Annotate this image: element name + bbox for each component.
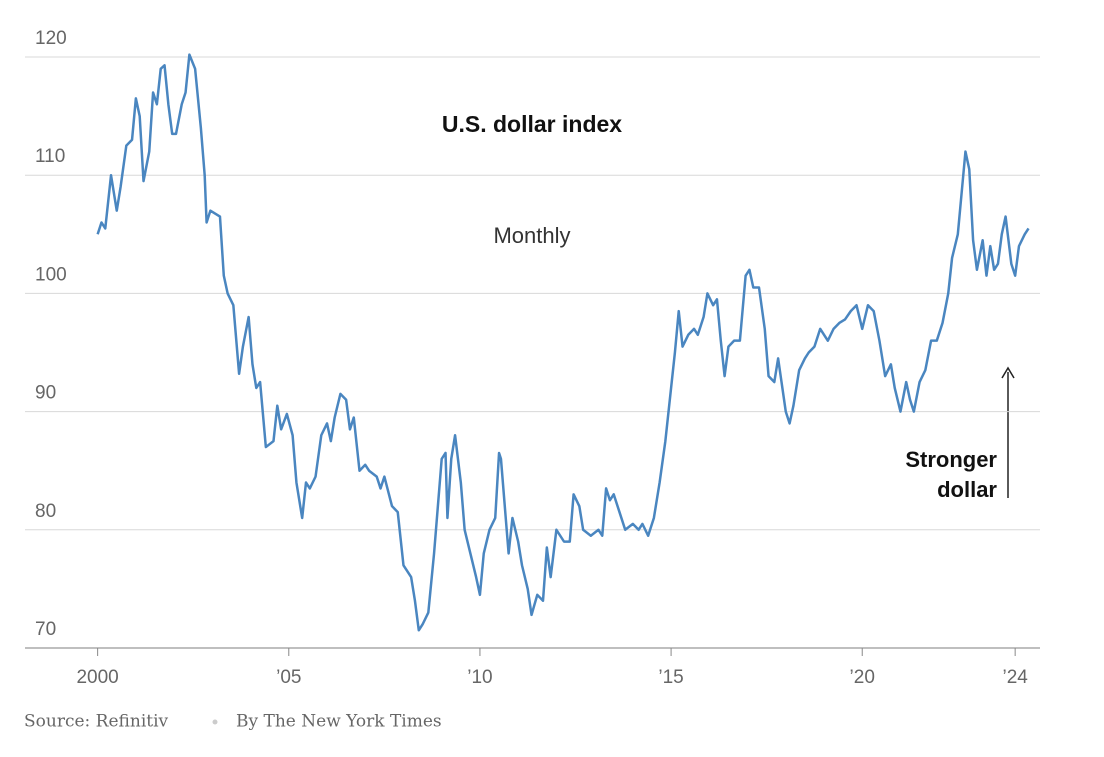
x-tick-label: ’10 (467, 667, 492, 688)
data-line (96, 53, 1030, 632)
x-tick-label: 2000 (76, 667, 118, 688)
x-tick-label: ’15 (658, 667, 683, 688)
arrow-head (1001, 366, 1015, 379)
x-tick-label: ’24 (1002, 667, 1028, 688)
source: Source: Refinitiv (24, 712, 169, 732)
chart-title: U.S. dollar index (442, 111, 622, 137)
chart-subtitle: Monthly (493, 223, 570, 248)
annotation: Stronger dollar (905, 447, 997, 502)
x-tick-label: ’05 (276, 667, 301, 688)
y-tick-label: 80 (35, 501, 56, 522)
credit: By The New York Times (236, 712, 442, 732)
y-tick-label: 70 (35, 619, 56, 640)
separator (212, 719, 218, 725)
y-tick-label: 120 (35, 28, 67, 49)
y-tick-label: 90 (35, 383, 56, 404)
y-tick-label: 100 (35, 264, 67, 285)
y-tick-label: 110 (35, 146, 65, 167)
x-tick-label: ’20 (850, 667, 875, 688)
